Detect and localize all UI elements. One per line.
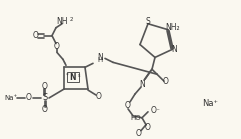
Text: O: O [96, 92, 102, 101]
Text: O: O [145, 123, 151, 132]
Text: NH₂: NH₂ [166, 23, 180, 32]
Text: HO: HO [131, 115, 141, 121]
Text: O: O [33, 31, 39, 40]
Text: H: H [97, 57, 103, 63]
Text: N: N [171, 45, 177, 54]
Text: N: N [70, 73, 76, 82]
Text: O: O [26, 94, 32, 102]
Text: O: O [42, 105, 48, 114]
Text: S: S [42, 94, 48, 102]
Text: N: N [139, 80, 145, 89]
Text: S: S [146, 17, 150, 26]
Text: s: s [78, 73, 80, 78]
Bar [67, 72, 79, 82]
Text: O: O [54, 42, 60, 51]
Text: Na⁺: Na⁺ [202, 99, 218, 108]
Text: 2: 2 [69, 17, 73, 22]
Text: O: O [163, 77, 169, 86]
Text: NH: NH [56, 17, 68, 26]
Text: N: N [97, 53, 103, 62]
Text: Na⁺: Na⁺ [4, 95, 18, 101]
Text: O: O [125, 101, 131, 110]
Text: *: * [66, 73, 69, 78]
Text: O: O [42, 82, 48, 91]
Text: O: O [136, 129, 142, 138]
Text: O⁻: O⁻ [151, 106, 161, 115]
